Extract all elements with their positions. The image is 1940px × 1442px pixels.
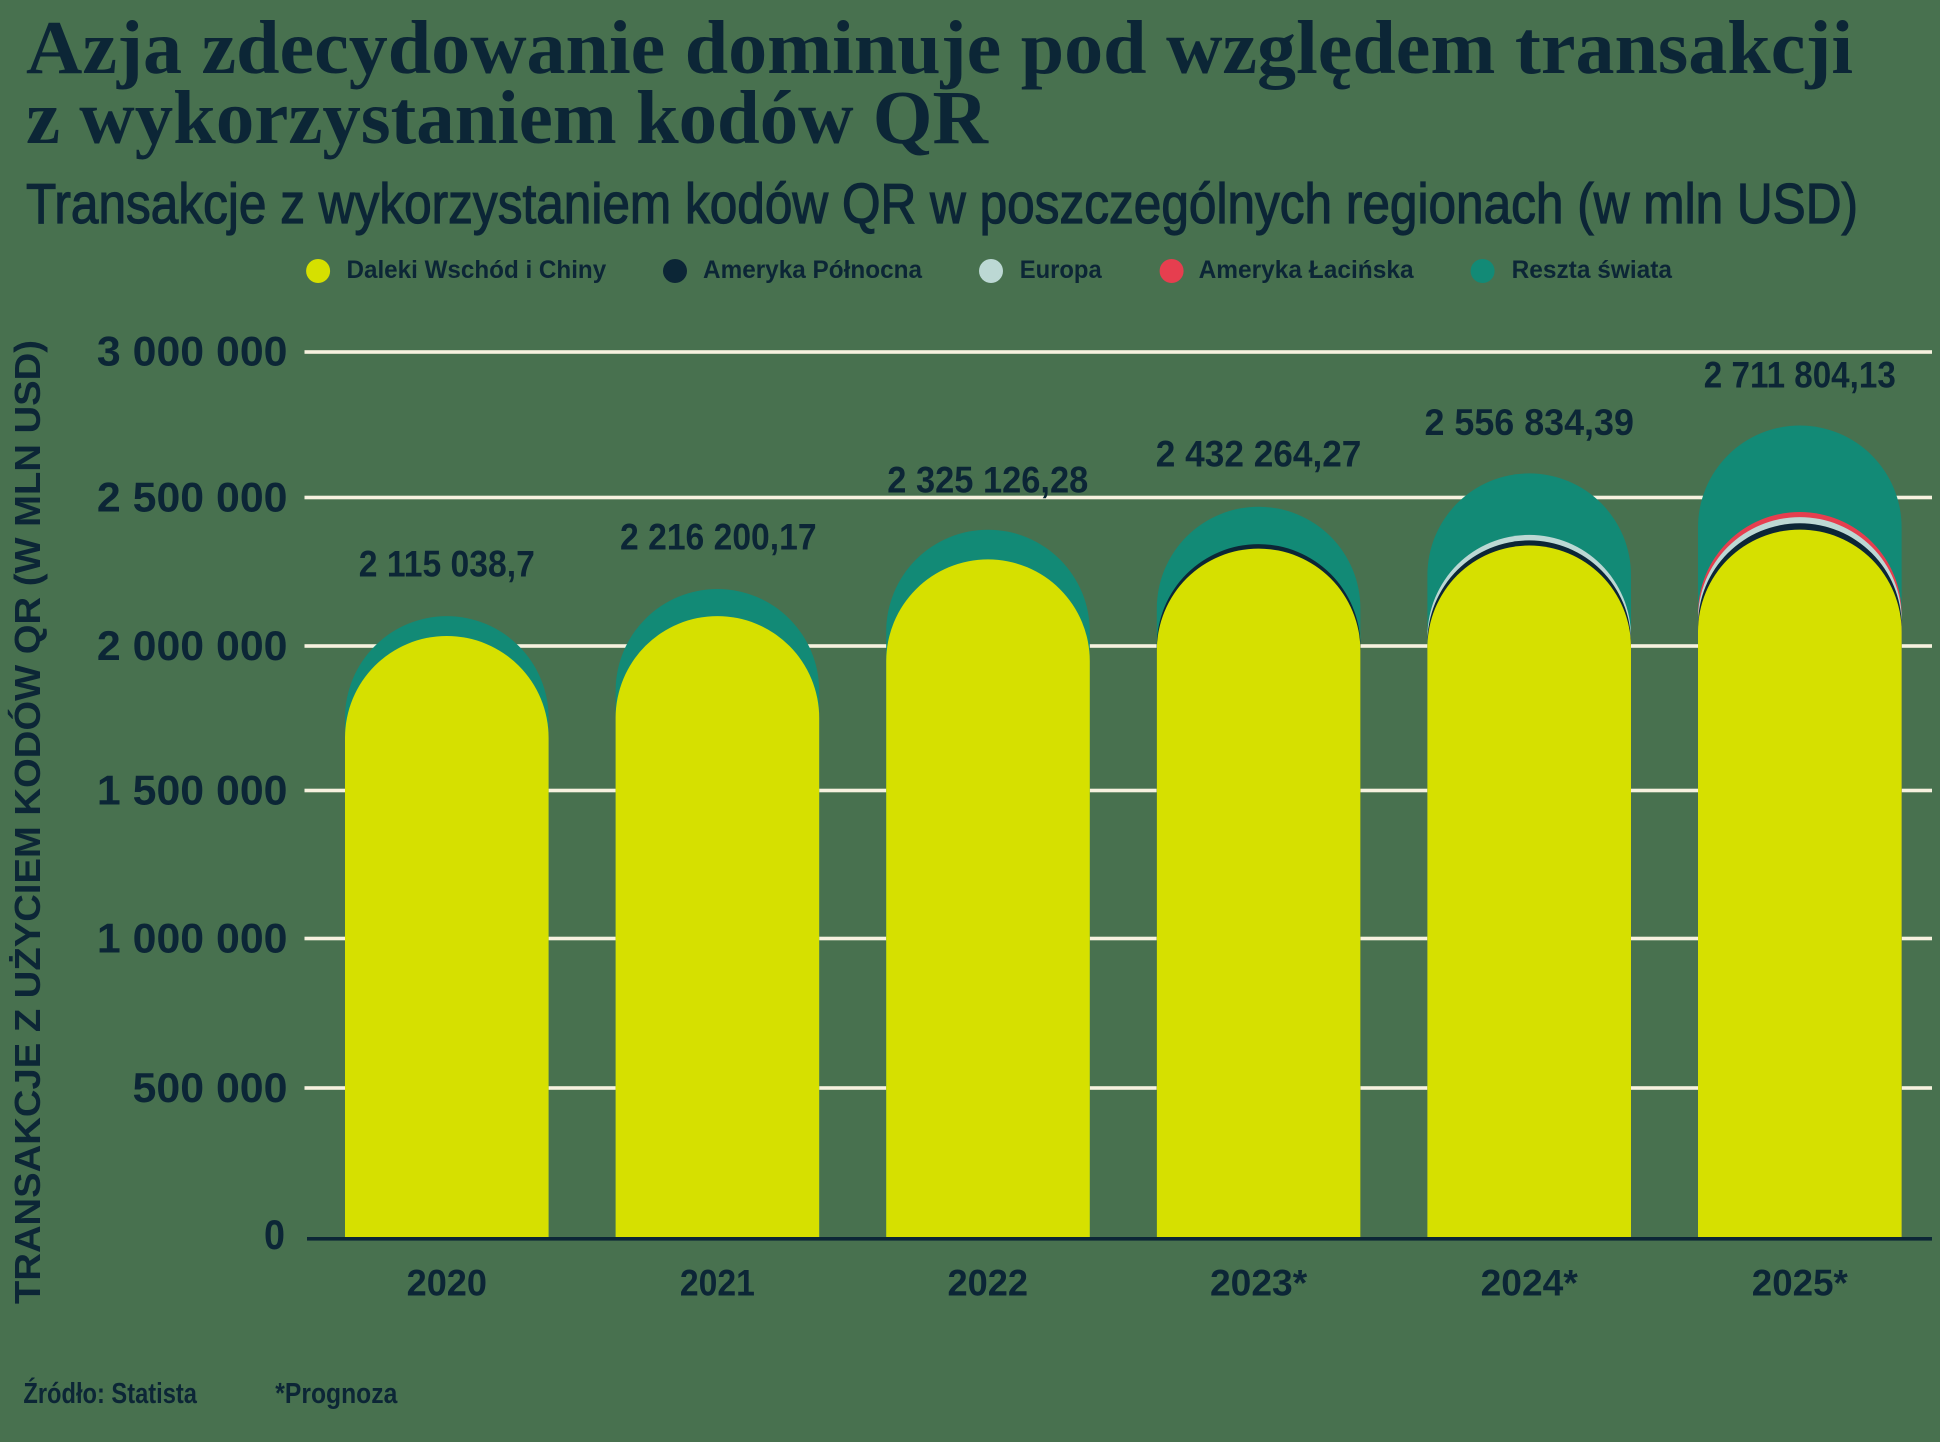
svg-text:Azja zdecydowanie dominuje pod: Azja zdecydowanie dominuje pod względem … xyxy=(26,6,1853,90)
svg-text:z wykorzystaniem kodów QR: z wykorzystaniem kodów QR xyxy=(26,76,989,160)
svg-text:2020: 2020 xyxy=(407,1263,487,1304)
svg-text:2024*: 2024* xyxy=(1481,1263,1579,1304)
svg-text:2022: 2022 xyxy=(948,1263,1029,1304)
svg-text:2021: 2021 xyxy=(680,1263,755,1304)
svg-text:Reszta świata: Reszta świata xyxy=(1512,256,1673,284)
svg-text:2 325 126,28: 2 325 126,28 xyxy=(887,459,1088,500)
svg-text:2 216 200,17: 2 216 200,17 xyxy=(620,517,817,558)
svg-text:Ameryka Północna: Ameryka Północna xyxy=(703,256,923,284)
svg-text:2025*: 2025* xyxy=(1752,1263,1849,1304)
svg-text:0: 0 xyxy=(264,1211,285,1258)
svg-text:TRANSAKCJE Z UŻYCIEM KODÓW QR: TRANSAKCJE Z UŻYCIEM KODÓW QR (W MLN USD… xyxy=(6,340,48,1304)
svg-text:*Prognoza: *Prognoza xyxy=(275,1378,398,1410)
svg-text:Europa: Europa xyxy=(1020,256,1103,284)
svg-text:2 432 264,27: 2 432 264,27 xyxy=(1156,434,1362,475)
svg-text:500 000: 500 000 xyxy=(133,1064,288,1111)
svg-text:1 000 000: 1 000 000 xyxy=(97,915,288,962)
svg-text:Daleki Wschód i Chiny: Daleki Wschód i Chiny xyxy=(347,256,607,284)
svg-text:2 556 834,39: 2 556 834,39 xyxy=(1424,402,1634,443)
svg-text:2 500 000: 2 500 000 xyxy=(97,474,288,521)
svg-text:2 115 038,7: 2 115 038,7 xyxy=(359,544,535,585)
svg-text:Ameryka Łacińska: Ameryka Łacińska xyxy=(1199,256,1415,284)
svg-text:Źródło: Statista: Źródło: Statista xyxy=(23,1376,197,1410)
svg-text:2 711 804,13: 2 711 804,13 xyxy=(1704,355,1896,396)
svg-text:3 000 000: 3 000 000 xyxy=(97,328,288,375)
svg-text:Transakcje z wykorzystaniem ko: Transakcje z wykorzystaniem kodów QR w p… xyxy=(26,172,1858,236)
svg-text:2 000 000: 2 000 000 xyxy=(97,622,288,669)
svg-text:1 500 000: 1 500 000 xyxy=(97,767,288,814)
svg-text:2023*: 2023* xyxy=(1210,1263,1308,1304)
